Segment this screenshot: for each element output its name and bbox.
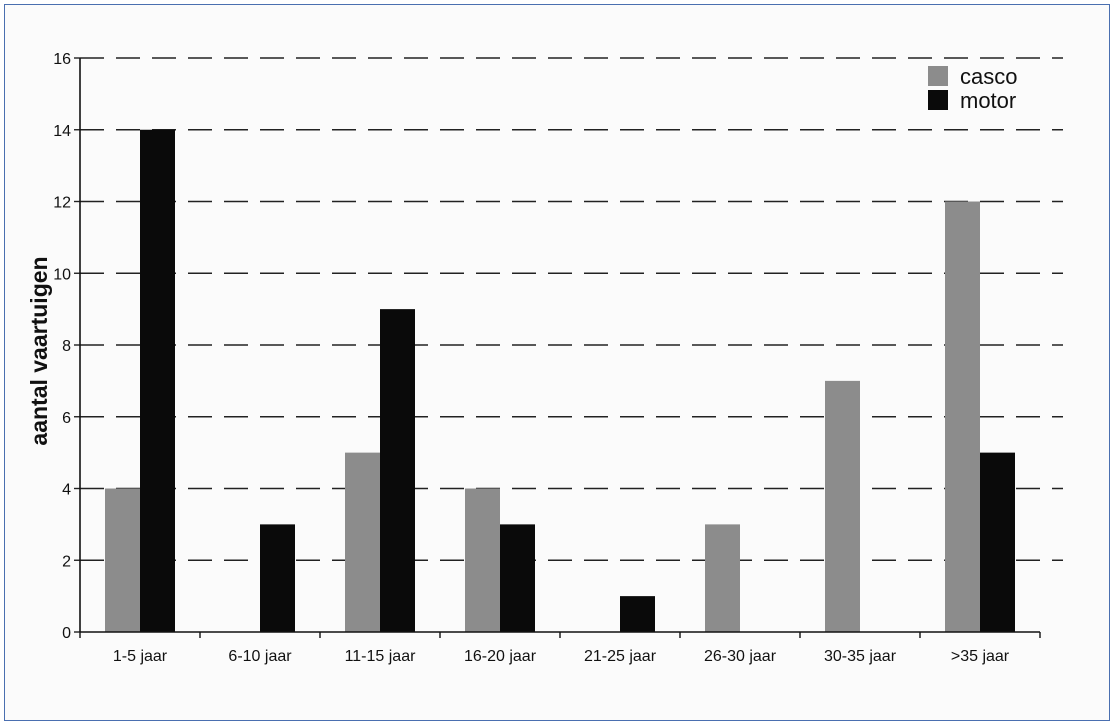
bar-casco: [345, 452, 380, 632]
bar-casco: [105, 488, 140, 632]
legend-label: motor: [960, 88, 1016, 113]
bar-motor: [500, 524, 535, 632]
bar-motor: [140, 129, 175, 632]
x-tick-labels: 1-5 jaar 6-10 jaar 11-15 jaar 16-20 jaar 21-…: [113, 648, 1010, 665]
bar-casco: [825, 380, 860, 632]
x-tick-label: 16-20 jaar: [464, 648, 537, 665]
y-tick-label: 2: [62, 553, 71, 570]
bar-casco: [945, 201, 980, 632]
bar-chart: aantal vaartuigen 0 2 4 6 8 10 12 14 16 1-5 jaar…: [26, 51, 1063, 665]
axes: [79, 58, 1041, 638]
bar-motor: [260, 524, 295, 632]
x-tick-label: 21-25 jaar: [584, 648, 657, 665]
bar-casco: [465, 488, 500, 632]
y-tick-label: 6: [62, 410, 71, 427]
y-tick-label: 0: [62, 625, 71, 642]
y-tick-label: 14: [53, 123, 71, 140]
x-tick-label: 11-15 jaar: [345, 648, 417, 665]
y-axis-label: aantal vaartuigen: [26, 256, 52, 445]
x-tick-label: 30-35 jaar: [824, 648, 897, 665]
chart-frame: aantal vaartuigen 0 2 4 6 8 10 12 14 16 1-5 jaar…: [4, 4, 1110, 721]
gridlines: [74, 57, 1063, 633]
x-tick-label: 1-5 jaar: [113, 648, 168, 665]
bar-casco: [705, 524, 740, 632]
y-tick-label: 16: [53, 51, 71, 68]
y-tick-label: 10: [53, 266, 71, 283]
x-tick-label: 6-10 jaar: [228, 648, 292, 665]
legend-swatch: [928, 66, 948, 86]
x-tick-label: >35 jaar: [951, 648, 1010, 665]
legend-swatch: [928, 90, 948, 110]
y-tick-labels: 0 2 4 6 8 10 12 14 16: [53, 51, 71, 642]
y-tick-label: 8: [62, 338, 71, 355]
bar-motor: [620, 596, 655, 632]
y-tick-label: 4: [62, 482, 71, 499]
bar-motor: [980, 452, 1015, 632]
x-tick-label: 26-30 jaar: [704, 648, 777, 665]
legend-label: casco: [960, 64, 1017, 89]
bar-motor: [380, 309, 415, 632]
bars: [105, 129, 1015, 632]
y-tick-label: 12: [53, 195, 71, 212]
